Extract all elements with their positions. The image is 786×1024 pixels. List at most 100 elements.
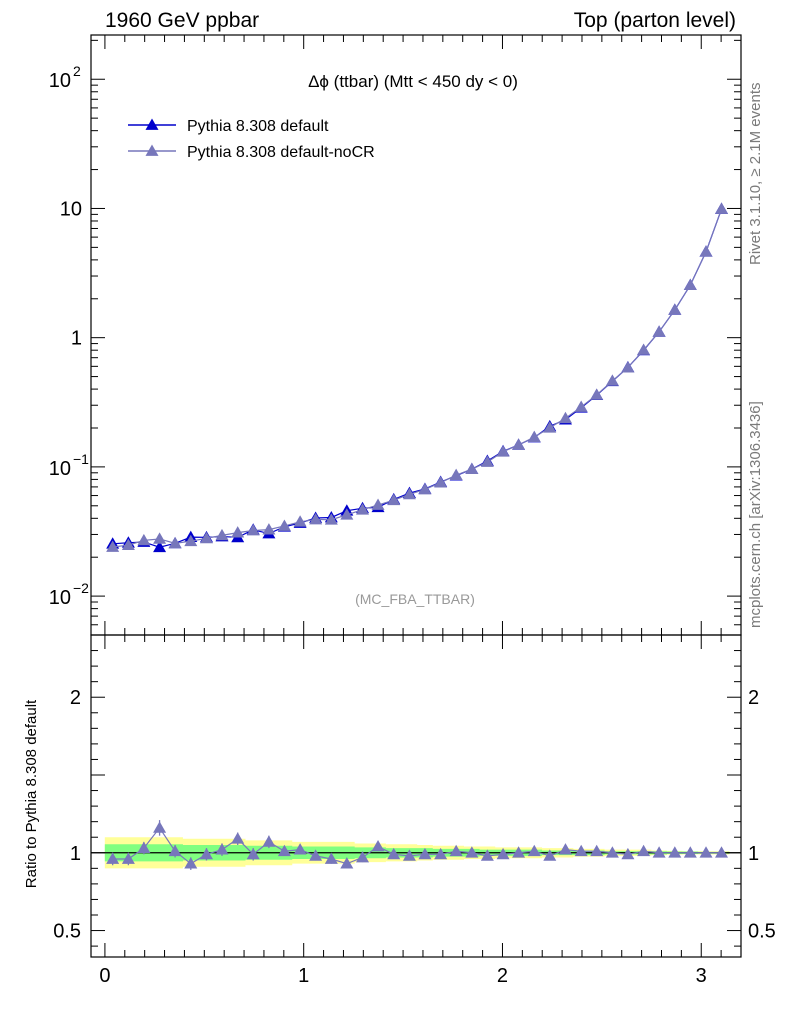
series-1-point: [668, 303, 682, 315]
ratio-point: [434, 847, 448, 860]
ratio-point: [262, 835, 276, 847]
series-1-point: [231, 526, 245, 538]
ratio-point: [168, 844, 182, 857]
ratio-point: [605, 846, 619, 858]
chart-title: Δϕ (ttbar) (Mtt < 450 dy < 0): [308, 72, 518, 91]
ratio-y-ticks: [91, 650, 741, 947]
ratio-series: [106, 820, 729, 870]
ratio-y-tick-label-left: 1: [70, 843, 81, 865]
ratio-point: [683, 846, 697, 858]
ratio-point: [621, 847, 635, 860]
series-1-point: [699, 245, 713, 257]
y-tick-label-base: 1: [71, 328, 82, 350]
ratio-point: [543, 849, 557, 861]
series-line-1: [112, 208, 723, 548]
ratio-point: [668, 846, 682, 858]
ratio-point: [637, 844, 651, 857]
series-1-point: [324, 513, 338, 525]
y-tick-label-exp: −1: [73, 451, 89, 467]
series-1-point: [246, 523, 260, 536]
series-1-point: [480, 455, 494, 467]
y-tick-label-1: 10 −1: [49, 451, 89, 480]
y-tick-label-0: 10 −2: [49, 580, 89, 609]
ratio-point: [402, 849, 416, 861]
series-1-point: [121, 538, 135, 551]
series-1-point: [512, 438, 526, 450]
series-1-point: [262, 523, 276, 535]
series-1-point: [527, 430, 541, 442]
ratio-line: [112, 826, 722, 865]
x-tick-label-1: 1: [298, 965, 309, 987]
ratio-point: [199, 847, 213, 860]
ratio-point: [246, 847, 260, 860]
series-1-point: [371, 498, 385, 510]
series-1-point: [543, 421, 557, 433]
series-1-point: [184, 534, 198, 547]
series-1-point: [434, 476, 448, 488]
series-1-point: [652, 325, 666, 337]
ratio-plot-frame: [90, 634, 742, 958]
series-1-point: [590, 388, 604, 400]
ratio-point: [465, 846, 479, 858]
main-series: [106, 202, 729, 553]
ratio-point: [418, 847, 432, 860]
legend-marker-0: [145, 118, 159, 130]
y-tick-label-base: 10: [49, 458, 71, 480]
y-tick-label-3: 10: [60, 198, 82, 220]
ratio-point: [371, 840, 385, 852]
series-1-point: [465, 462, 479, 474]
series-1-point: [340, 508, 354, 520]
series-1-point: [605, 374, 619, 386]
ratio-point: [449, 844, 463, 857]
ratio-point: [558, 843, 572, 855]
ratio-point: [121, 852, 135, 864]
ratio-point: [324, 852, 338, 864]
ratio-point: [652, 846, 666, 858]
series-1-point: [621, 361, 635, 373]
series-1-point: [293, 515, 307, 527]
ratio-point: [480, 849, 494, 861]
series-1-point: [496, 445, 510, 457]
ratio-point: [527, 844, 541, 857]
y-tick-label-exp: 2: [73, 63, 81, 79]
y-tick-label-exp: −2: [73, 580, 89, 596]
series-1-point: [153, 532, 167, 544]
ratio-y-axis-label: Ratio to Pythia 8.308 default: [23, 699, 40, 888]
header-right: Top (parton level): [573, 9, 736, 32]
series-1-point: [558, 411, 572, 424]
main-y-ticks: [91, 39, 741, 636]
series-1-point: [402, 487, 416, 500]
ratio-point: [590, 844, 604, 857]
series-1-point: [574, 400, 588, 412]
ratio-y-tick-label-left: 2: [70, 687, 81, 709]
ratio-point: [356, 850, 370, 863]
series-1-point: [277, 519, 291, 531]
series-1-point: [215, 528, 229, 541]
ratio-point: [512, 846, 526, 858]
ratio-y-tick-label-right: 1: [748, 843, 759, 865]
ratio-y-tick-label-left: 0.5: [53, 921, 81, 943]
series-1-point: [418, 482, 432, 495]
legend: Pythia 8.308 default Pythia 8.308 default…: [128, 118, 375, 161]
ratio-point: [293, 843, 307, 855]
series-1-point: [387, 493, 401, 506]
series-0-point: [153, 540, 167, 553]
ratio-point: [231, 832, 245, 844]
series-1-point: [309, 512, 323, 525]
series-1-point: [199, 531, 213, 544]
series-1-point: [168, 536, 182, 549]
y-tick-label-base: 10: [49, 587, 71, 609]
ratio-point: [137, 841, 151, 853]
series-1-point: [637, 343, 651, 355]
legend-label-0: Pythia 8.308 default: [187, 118, 329, 135]
series-1-point: [715, 202, 729, 214]
analysis-watermark: (MC_FBA_TTBAR): [355, 591, 475, 607]
y-tick-label-base: 10: [49, 70, 71, 92]
series-1-point: [449, 468, 463, 481]
y-tick-label-base: 10: [60, 198, 82, 220]
ratio-point: [215, 843, 229, 855]
series-1-point: [106, 540, 120, 552]
ratio-point: [106, 852, 120, 864]
ratio-point: [153, 821, 167, 833]
